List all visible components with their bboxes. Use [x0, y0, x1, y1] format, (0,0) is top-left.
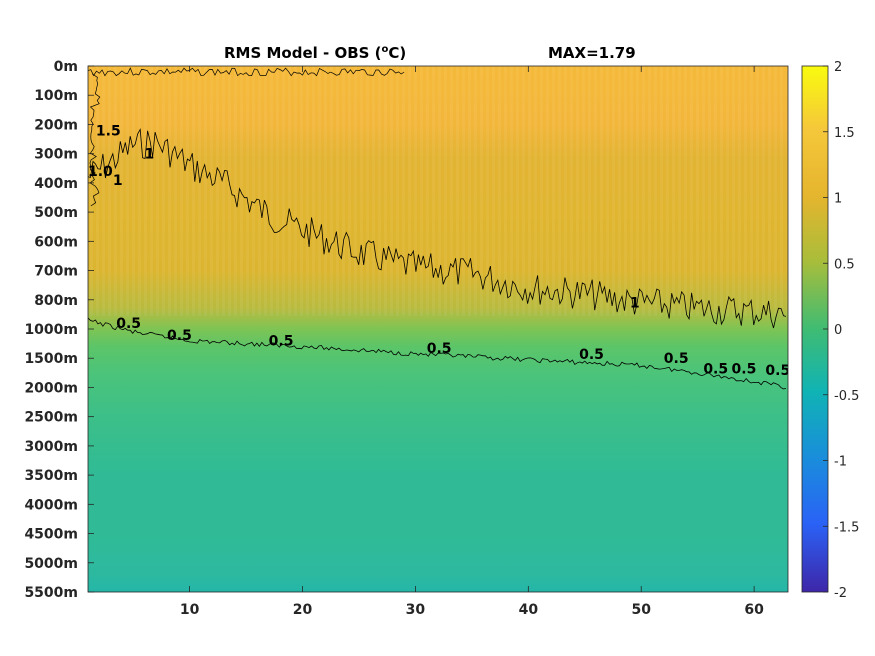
- contour-line-1: [88, 128, 787, 329]
- contour-label: 1: [630, 296, 640, 312]
- y-tick-label: 4500m: [24, 527, 78, 543]
- y-tick-label: 700m: [34, 264, 78, 280]
- colorbar-tick-label: -0.5: [834, 389, 859, 404]
- colorbar-tick-label: -1.5: [834, 520, 859, 535]
- colorbar-tick-label: 1: [834, 192, 842, 207]
- contour-line-left-edge: [89, 73, 101, 207]
- contour-label: 1: [113, 173, 123, 189]
- x-tick-label: 10: [180, 602, 200, 618]
- y-tick-label: 500m: [34, 205, 78, 221]
- contour-label: 0.5: [269, 334, 294, 350]
- colorbar-tick-label: 0: [834, 323, 842, 338]
- colorbar-tick-label: 1.5: [834, 126, 855, 141]
- y-tick-label: 0m: [54, 59, 78, 75]
- y-tick-label: 2500m: [24, 410, 78, 426]
- x-tick-label: 40: [519, 602, 539, 618]
- x-tick-label: 50: [631, 602, 651, 618]
- colorbar-tick-label: -2: [834, 586, 847, 601]
- contour-label: 1.5: [96, 123, 121, 139]
- contour-label: 0.5: [703, 361, 728, 377]
- contour-label: 1.0: [88, 164, 113, 180]
- contour-line-0.5: [88, 317, 787, 390]
- x-tick-label: 30: [406, 602, 426, 618]
- contour-label: 0.5: [664, 351, 689, 367]
- y-tick-label: 300m: [34, 147, 78, 163]
- y-tick-label: 800m: [34, 293, 78, 309]
- contour-label: 0.5: [732, 361, 757, 377]
- y-tick-label: 5500m: [24, 585, 78, 601]
- y-tick-label: 3000m: [24, 439, 78, 455]
- max-annotation: MAX=1.79: [548, 44, 636, 62]
- contour-label: 0.5: [167, 328, 192, 344]
- y-tick-label: 1000m: [24, 322, 78, 338]
- colorbar-tick-label: 0.5: [834, 257, 855, 272]
- y-tick-label: 5000m: [24, 556, 78, 572]
- field-texture-overlay: [88, 66, 788, 316]
- y-tick-label: 200m: [34, 117, 78, 133]
- colorbar-axis: 2 1.5 1 0.5 0 -0.5 -1 -1.5 -2: [823, 60, 859, 601]
- y-tick-label: 4000m: [24, 497, 78, 513]
- contour-label: 0.5: [116, 316, 141, 332]
- x-tick-label: 60: [744, 602, 764, 618]
- y-tick-label: 400m: [34, 176, 78, 192]
- chart-title: RMS Model - OBS (oC): [224, 44, 406, 62]
- y-tick-label: 3500m: [24, 468, 78, 484]
- x-axis: 10 20 30 40 50 60: [180, 66, 764, 618]
- y-tick-label: 600m: [34, 234, 78, 250]
- y-axis: 0m 100m 200m 300m 400m 500m 600m 700m 800m 1000m 1…: [24, 59, 94, 601]
- x-tick-label: 20: [293, 602, 313, 618]
- y-tick-label: 1500m: [24, 351, 78, 367]
- contour-label: 0.5: [427, 341, 452, 357]
- colorbar-tick-label: -1: [834, 455, 847, 470]
- contour-label: 0.5: [579, 347, 604, 363]
- y-tick-label: 2000m: [24, 380, 78, 396]
- contour-layer: [88, 67, 787, 390]
- contour-label: 0.5: [765, 363, 790, 379]
- contour-line-surface: [88, 67, 405, 77]
- colorbar-tick-label: 2: [834, 60, 842, 75]
- y-tick-label: 100m: [34, 88, 78, 104]
- contour-label: 1: [144, 147, 154, 163]
